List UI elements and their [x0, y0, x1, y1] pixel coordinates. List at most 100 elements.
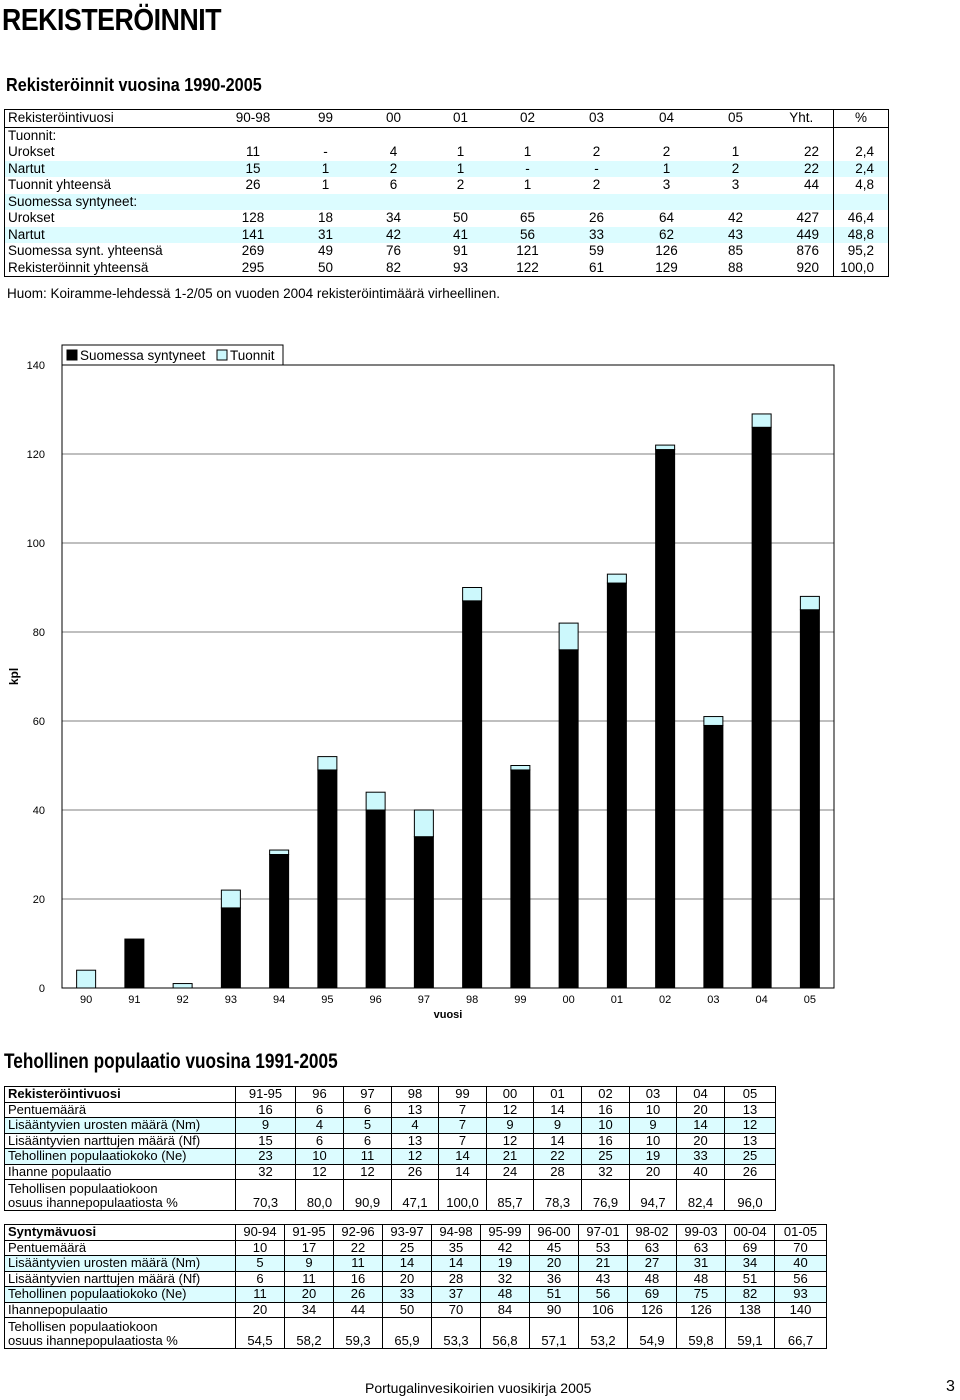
table-cell: 54,9 — [627, 1317, 677, 1349]
chart-legend: Suomessa syntyneet Tuonnit — [61, 344, 284, 366]
x-tick-label: 95 — [321, 994, 333, 1006]
table-cell: 6 — [343, 1132, 392, 1149]
table-cell: 31 — [291, 226, 360, 243]
table-cell: 26 — [588, 210, 605, 226]
table-cell: 4 — [391, 1117, 439, 1134]
table-cell: 13 — [724, 1101, 776, 1118]
y-tick-label: 140 — [27, 360, 45, 372]
table-cell: 57,1 — [529, 1317, 579, 1349]
header-cell: 00-04 — [725, 1224, 775, 1241]
table-cell: 23 — [235, 1148, 296, 1165]
table-cell: 12 — [486, 1132, 534, 1149]
table-row: Tehollisen populaatiokoon osuus ihannepop… — [4, 1179, 776, 1211]
table-cell: 59 — [588, 243, 605, 259]
header-cell: 99 — [291, 109, 360, 128]
table-cell: 51 — [725, 1270, 775, 1287]
table-cell: 46,4 — [833, 210, 889, 227]
registration-note: Huom: Koiramme-lehdessä 1-2/05 on vuoden… — [7, 286, 501, 301]
table-cell: 19 — [480, 1255, 530, 1272]
table-cell: 449 — [769, 226, 834, 243]
table-cell: 42 — [480, 1239, 530, 1256]
header-cell: 97-01 — [578, 1224, 628, 1241]
table-cell: 40 — [676, 1163, 725, 1180]
table-cell: 1 — [456, 144, 465, 160]
header-cell: 96 — [295, 1086, 344, 1103]
empty-cell — [359, 193, 428, 210]
header-cell: 01 — [533, 1086, 582, 1103]
table-cell: 16 — [581, 1132, 630, 1149]
header-cell: 00 — [359, 109, 428, 128]
table-cell: 12 — [391, 1148, 439, 1165]
table-cell: 45 — [529, 1239, 579, 1256]
table-cell: 25 — [581, 1148, 630, 1165]
table-row: Tehollinen populaatiokoko (Ne) 23 10 11 12 14… — [4, 1148, 776, 1165]
row-label-line: Pentuemäärä — [8, 1102, 87, 1117]
y-tick-label: 40 — [33, 805, 45, 817]
table-cell: 26 — [333, 1286, 383, 1303]
bar-tuonnit — [606, 573, 627, 584]
table-row: Pentuemäärä 10 17 22 25 35 42 45 53 63 63 69 70 — [4, 1239, 827, 1256]
table-cell: 33 — [676, 1148, 725, 1165]
bar-tuonnit — [462, 587, 483, 602]
table-cell: 1 — [523, 144, 532, 160]
table-cell: 126 — [676, 1301, 726, 1318]
table-cell: 11 — [284, 1270, 334, 1287]
table-cell: 122 — [516, 259, 539, 275]
table-cell: 12 — [724, 1117, 776, 1134]
table-cell: 14 — [382, 1255, 432, 1272]
table-cell: 34 — [284, 1301, 334, 1318]
table-header-row: Rekisteröintivuosi 90-98 99 00 01 02 03 04 05 Yht… — [4, 109, 889, 128]
table-cell: 28 — [533, 1163, 582, 1180]
table-cell: 62 — [631, 226, 702, 243]
table-cell: 63 — [627, 1239, 677, 1256]
table-cell: 90,9 — [343, 1179, 392, 1211]
table-cell: 80,0 — [295, 1179, 344, 1211]
bar-tuonnit — [220, 889, 241, 909]
table-cell: 65 — [519, 210, 536, 226]
x-tick-label: 03 — [707, 994, 719, 1006]
table-cell: 21 — [486, 1148, 534, 1165]
row-label: Lisääntyvien urosten määrä (Nm) — [4, 1255, 236, 1272]
row-label-line: Lisääntyvien urosten määrä (Nm) — [8, 1255, 201, 1271]
row-label: Urokset — [8, 144, 55, 160]
x-tick-label: 96 — [370, 994, 382, 1006]
table-cell: 19 — [629, 1148, 677, 1165]
x-tick-label: 02 — [659, 994, 671, 1006]
table-cell: - — [493, 160, 562, 177]
table-cell: 56 — [493, 226, 562, 243]
table-cell: 12 — [343, 1163, 392, 1180]
table-cell: 56 — [774, 1270, 827, 1287]
header-cell: 99 — [438, 1086, 487, 1103]
header-cell: 03 — [561, 109, 632, 128]
table-cell: 20 — [284, 1286, 334, 1303]
table-cell: 3 — [662, 177, 671, 193]
bar-suomessa-syntyneet — [703, 724, 724, 989]
table-cell: 49 — [317, 243, 334, 259]
table-cell: 59,8 — [676, 1317, 726, 1349]
header-cell: 91-95 — [235, 1086, 296, 1103]
row-label-line: Ihanne populaatio — [8, 1164, 112, 1179]
x-tick-label: 92 — [177, 994, 189, 1006]
header-cell: 93-97 — [382, 1224, 432, 1241]
table-cell: 121 — [516, 243, 539, 259]
table-cell: 34 — [725, 1255, 775, 1272]
table-cell: 2 — [701, 160, 770, 177]
table-cell: 93 — [452, 259, 469, 275]
table-row: Ihanne populaatio 32 12 12 26 14 24 28 32 20 40 26 — [4, 1163, 776, 1180]
row-label-line: Tehollinen populaatiokoko (Ne) — [8, 1148, 187, 1164]
table-cell: 2,4 — [833, 144, 889, 161]
table-cell: 82,4 — [676, 1179, 725, 1211]
table-cell: 42 — [727, 210, 744, 226]
empty-cell — [428, 127, 494, 144]
table-cell: 78,3 — [533, 1179, 582, 1211]
table-row: Suomessa syntyneet: — [4, 193, 889, 210]
table-cell: 48 — [480, 1286, 530, 1303]
header-cell: 90-94 — [235, 1224, 285, 1241]
bar-suomessa-syntyneet — [317, 769, 338, 989]
bar-suomessa-syntyneet — [124, 938, 145, 989]
empty-cell — [833, 127, 889, 144]
table-cell: 17 — [284, 1239, 334, 1256]
table-cell: 1 — [321, 177, 330, 193]
table-cell: 88 — [727, 259, 744, 275]
row-label: Tuonnit yhteensä — [8, 177, 112, 193]
